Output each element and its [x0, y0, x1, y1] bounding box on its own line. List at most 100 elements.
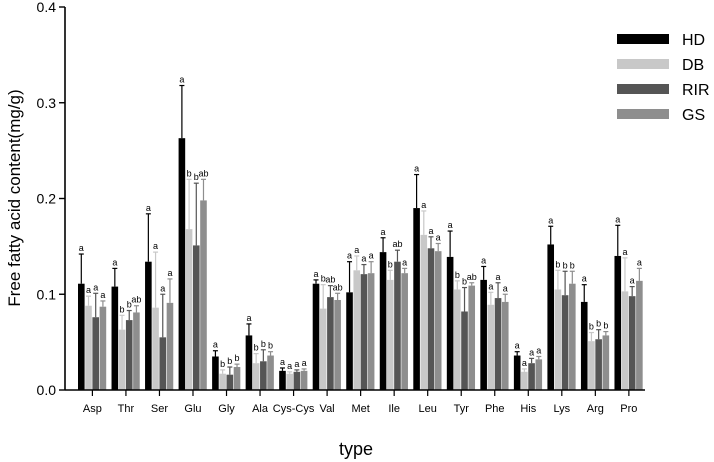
significance-letter: a	[86, 285, 91, 295]
significance-letter: b	[268, 341, 273, 351]
bar-db-pro	[621, 291, 629, 390]
legend-label-gs: GS	[682, 107, 705, 124]
significance-letter: a	[428, 226, 433, 236]
significance-letter: a	[100, 290, 105, 300]
bars-layer	[78, 138, 643, 390]
bar-gs-pro	[636, 280, 643, 390]
significance-letter: a	[361, 254, 366, 264]
x-tick-label: Lys	[553, 403, 570, 415]
bar-hd-ala	[245, 335, 253, 390]
x-tick-label: Thr	[118, 403, 135, 415]
significance-letter: a	[536, 345, 541, 355]
x-tick-label: Val	[320, 403, 335, 415]
significance-letter: b	[388, 259, 393, 269]
bar-db-thr	[118, 329, 126, 390]
significance-letter: a	[630, 276, 635, 286]
legend-label-rir: RIR	[682, 82, 710, 99]
bar-db-arg	[588, 341, 595, 390]
significance-letter: b	[187, 168, 192, 178]
bar-gs-tyr	[468, 285, 476, 390]
significance-letter: a	[503, 283, 508, 293]
significance-letter: a	[529, 347, 534, 357]
y-tick-label: 0.2	[37, 191, 57, 207]
bar-rir-cys-cys	[293, 371, 301, 390]
significance-letter: a	[213, 340, 218, 350]
significance-letter: a	[146, 203, 151, 213]
significance-letter: b	[462, 277, 467, 287]
bar-hd-val	[312, 283, 320, 390]
bar-hd-leu	[413, 208, 420, 390]
x-tick-label: Leu	[419, 403, 437, 415]
bar-hd-cys-cys	[279, 370, 286, 390]
significance-letter: ab	[198, 168, 208, 178]
significance-letter: a	[112, 257, 117, 267]
bar-gs-cys-cys	[300, 370, 308, 390]
significance-letter: b	[254, 343, 259, 353]
bar-hd-asp	[78, 283, 85, 390]
bar-hd-tyr	[446, 256, 454, 390]
x-tick-label: Glu	[184, 403, 201, 415]
legend-swatch-rir	[617, 84, 669, 94]
significance-letter: a	[287, 361, 292, 371]
bar-gs-ile	[401, 273, 408, 390]
significance-letter: b	[603, 321, 608, 331]
bar-db-met	[353, 270, 361, 390]
bar-rir-glu	[192, 245, 200, 390]
x-tick-label: Tyr	[454, 403, 470, 415]
bar-rir-thr	[125, 320, 133, 390]
significance-letter: a	[488, 281, 493, 291]
bar-rir-ala	[260, 361, 267, 390]
bar-gs-val	[334, 299, 341, 390]
significance-letter: a	[160, 283, 165, 293]
significance-letter: a	[522, 358, 527, 368]
significance-letter: a	[313, 269, 318, 279]
significance-letter: a	[167, 268, 172, 278]
bar-rir-arg	[595, 339, 602, 390]
significance-letter: a	[582, 274, 587, 284]
significance-letter: a	[347, 251, 352, 261]
bar-rir-lys	[561, 295, 569, 390]
bar-db-lys	[554, 289, 562, 390]
bar-rir-pro	[628, 296, 636, 390]
significance-letter: ab	[467, 272, 477, 282]
bar-db-phe	[487, 304, 495, 390]
significance-letter: b	[227, 356, 232, 366]
legend-label-hd: HD	[682, 32, 705, 49]
error-bars-layer	[78, 84, 642, 375]
bar-gs-leu	[434, 251, 442, 390]
x-tick-label: His	[520, 403, 536, 415]
significance-letter: a	[496, 272, 501, 282]
significance-letter: a	[481, 255, 486, 265]
bar-gs-ser	[166, 302, 174, 390]
significance-letter: a	[622, 247, 627, 257]
bar-rir-phe	[494, 298, 502, 390]
significance-letter: a	[280, 357, 285, 367]
significance-letter: a	[548, 215, 553, 225]
significance-letter: b	[194, 172, 199, 182]
y-tick-label: 0.1	[37, 286, 57, 302]
significance-letter: a	[294, 359, 299, 369]
significance-letter: a	[515, 341, 520, 351]
bar-db-ala	[252, 363, 260, 390]
bar-db-glu	[185, 229, 193, 390]
significance-letter: b	[220, 359, 225, 369]
legend-swatch-db	[617, 59, 669, 69]
x-tick-label: Ala	[252, 403, 269, 415]
x-axis-title: type	[339, 439, 373, 459]
bar-hd-glu	[178, 138, 186, 390]
bar-gs-arg	[602, 335, 610, 390]
bar-db-leu	[420, 234, 428, 390]
bar-db-tyr	[454, 289, 461, 390]
bar-gs-ala	[267, 355, 274, 390]
bar-hd-arg	[580, 301, 588, 390]
bar-db-ser	[152, 307, 159, 390]
x-tick-label: Met	[351, 403, 369, 415]
significance-letter: b	[120, 304, 125, 314]
bar-db-ile	[386, 279, 394, 390]
significance-letter: ab	[392, 239, 402, 249]
bar-rir-gly	[226, 374, 234, 390]
bar-hd-pro	[614, 255, 622, 390]
bar-hd-ile	[379, 252, 387, 390]
